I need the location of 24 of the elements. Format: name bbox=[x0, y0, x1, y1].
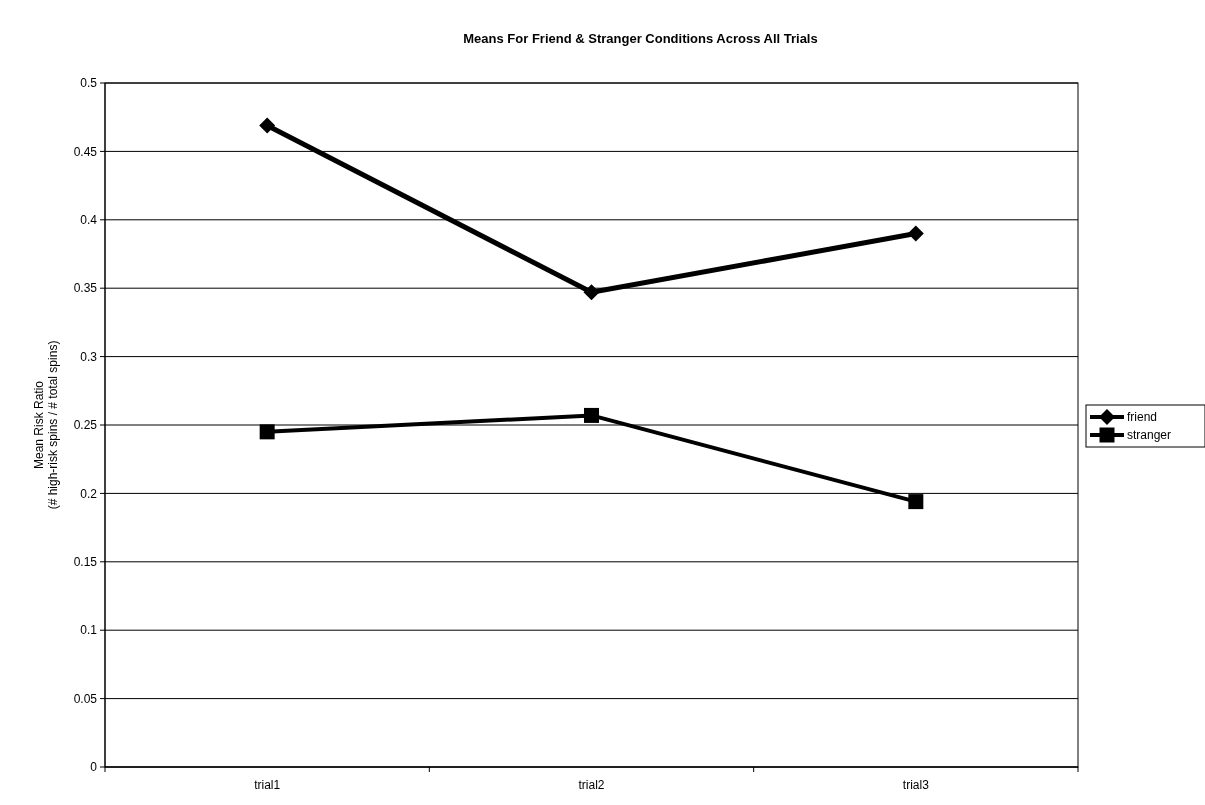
x-tick-label: trial1 bbox=[254, 778, 281, 792]
point bbox=[584, 407, 599, 423]
legend-label: stranger bbox=[1127, 428, 1172, 443]
y-tick-label: 0.5 bbox=[80, 76, 98, 91]
chart-title: Means For Friend & Stranger Conditions Across All Trials bbox=[463, 31, 818, 46]
point bbox=[907, 225, 924, 242]
y-tick-label: 0.3 bbox=[80, 349, 98, 364]
y-tick-label: 0.35 bbox=[73, 281, 98, 296]
x-tick-label: trial2 bbox=[578, 778, 605, 792]
y-tick-label: 0 bbox=[90, 760, 98, 775]
point bbox=[259, 117, 276, 134]
y-tick-label: 0.2 bbox=[80, 486, 98, 501]
legend-label: friend bbox=[1127, 410, 1158, 425]
point bbox=[908, 494, 924, 510]
y-tick-label: 0.4 bbox=[80, 213, 98, 227]
y-tick-label: 0.1 bbox=[80, 623, 98, 638]
y-tick-label: 0.05 bbox=[73, 691, 98, 706]
point bbox=[259, 424, 275, 440]
point bbox=[583, 284, 600, 301]
y-axis-title: Mean Risk Ratio (# high-risk spins / # total spins) bbox=[32, 340, 60, 510]
x-tick-label: trial3 bbox=[902, 778, 930, 792]
y-tick-label: 0.25 bbox=[73, 418, 98, 433]
y-tick-label: 0.45 bbox=[73, 144, 98, 159]
y-tick-label: 0.15 bbox=[73, 555, 98, 569]
